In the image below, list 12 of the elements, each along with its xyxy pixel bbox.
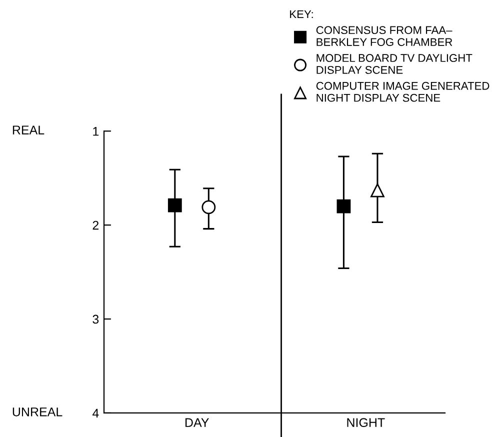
y-tick-label: 1 [93,127,99,136]
legend-label: CONSENSUS FROM FAA– BERKLEY FOG CHAMBER [316,26,452,46]
x-tick-label: NIGHT [347,418,385,428]
y-tick-label: 2 [92,220,99,230]
x-tick-label: DAY [185,418,209,427]
text: REAL [12,126,44,134]
text: UNREAL [12,408,62,416]
legend-title: KEY: [290,10,313,18]
legend-label: COMPUTER IMAGE GENERATED NIGHT DISPLAY SCENE [316,82,490,102]
y-tick-label: 4 [92,408,99,418]
legend-label: MODEL BOARD TV DAYLIGHT DISPLAY SCENE [316,54,472,74]
y-tick-label: 3 [92,314,99,324]
